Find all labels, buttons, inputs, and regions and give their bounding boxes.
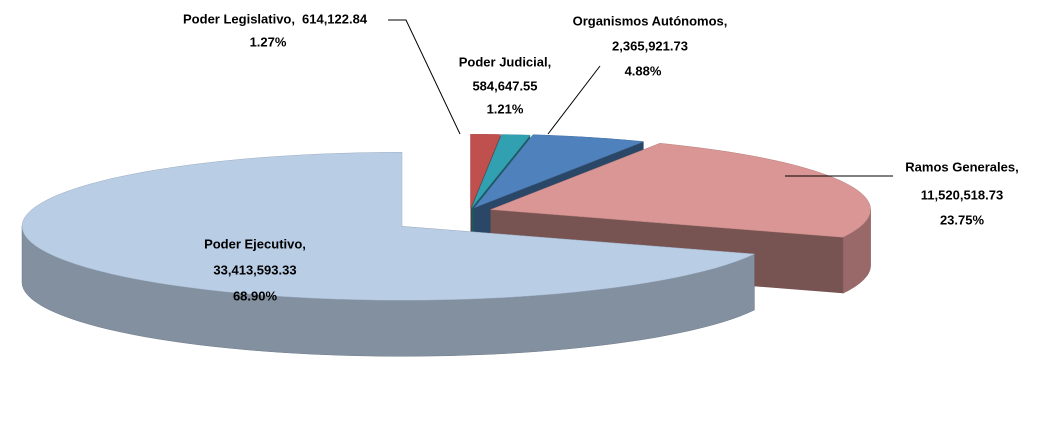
pie-slice xyxy=(473,134,644,209)
slice-percent: 68.90% xyxy=(233,288,278,303)
slice-label: Organismos Autónomos, xyxy=(573,13,728,28)
slice-value: 11,520,518.73 xyxy=(921,187,1003,202)
slice-percent: 1.21% xyxy=(487,101,524,116)
slice-percent: 23.75% xyxy=(940,212,985,227)
pie-slice xyxy=(490,143,871,238)
slice-label: Poder Legislativo, xyxy=(183,11,295,26)
slice-value: 614,122.84 xyxy=(302,11,368,26)
slice-value: 2,365,921.73 xyxy=(612,38,688,53)
slice-label: Poder Judicial, xyxy=(459,54,551,69)
pie-tops xyxy=(21,134,871,301)
slice-label: Ramos Generales, xyxy=(905,159,1018,174)
slice-label: Poder Ejecutivo, xyxy=(204,236,306,251)
pie-slice xyxy=(471,134,531,209)
leader-line xyxy=(547,65,601,135)
slice-percent: 4.88% xyxy=(625,63,662,78)
slice-value: 584,647.55 xyxy=(472,78,537,93)
slice-percent: 1.27% xyxy=(250,34,287,49)
pie-slice xyxy=(21,152,755,301)
slice-value: 33,413,593.33 xyxy=(213,262,296,277)
leader-line xyxy=(388,19,461,135)
pie-slice xyxy=(470,134,502,209)
